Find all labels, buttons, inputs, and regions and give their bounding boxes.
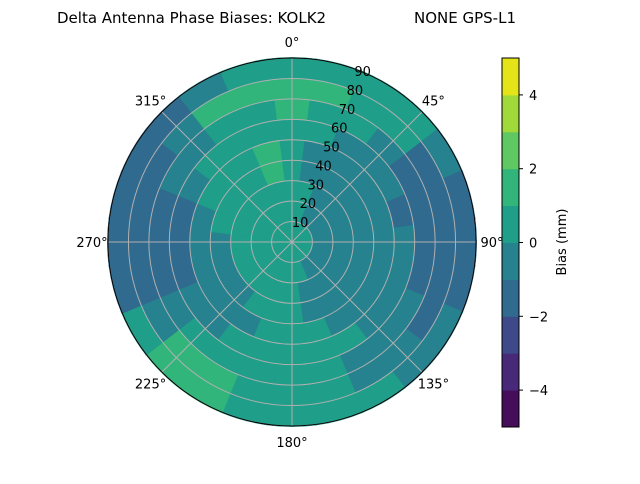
chart-title-left: Delta Antenna Phase Biases: KOLK2 <box>57 9 326 27</box>
polar-grid <box>107 57 477 427</box>
colorbar-segment <box>502 205 519 243</box>
colorbar-label: Bias (mm) <box>555 209 570 276</box>
radial-tick-label: 40 <box>315 159 332 174</box>
radial-tick-label: 70 <box>339 103 356 118</box>
radial-tick-label: 30 <box>307 178 324 193</box>
angular-tick-label: 90° <box>480 236 503 251</box>
radial-tick-label: 60 <box>331 122 348 137</box>
colorbar-segment <box>502 58 519 96</box>
angular-tick-label: 270° <box>76 236 107 251</box>
angular-gridline <box>161 111 423 373</box>
colorbar-tick-label: −2 <box>529 310 548 325</box>
radial-tick-label: 80 <box>347 84 364 99</box>
colorbar-segment <box>502 168 519 207</box>
colorbar-segment <box>502 131 519 170</box>
radial-tick-label: 20 <box>300 197 317 212</box>
colorbar-tick-label: 2 <box>529 163 537 178</box>
colorbar-segment <box>502 316 519 354</box>
contour-cells <box>107 57 477 427</box>
radial-ticks: 10 20 30 40 50 60 70 80 90 <box>292 65 371 231</box>
polar-frame <box>107 57 477 427</box>
colorbar-tick-label: 0 <box>529 237 537 252</box>
chart-title-right: NONE GPS-L1 <box>414 9 516 27</box>
colorbar-segment <box>502 390 519 428</box>
angular-ticks: 0° 45° 90° 135° 180° 225° 270° 315° <box>76 36 503 451</box>
colorbar-segment <box>502 279 519 317</box>
colorbar-segment <box>502 353 519 391</box>
radial-tick-label: 50 <box>323 141 340 156</box>
colorbar-tick-label: 4 <box>529 89 537 104</box>
angular-tick-label: 180° <box>276 436 307 451</box>
radial-tick-label: 90 <box>354 65 371 80</box>
colorbar: −4 −2 0 2 4 <box>501 57 548 428</box>
radial-tick-label: 10 <box>292 216 309 231</box>
colorbar-segment <box>502 242 519 280</box>
angular-tick-label: 315° <box>135 95 166 110</box>
angular-tick-label: 135° <box>418 377 449 392</box>
angular-tick-label: 225° <box>135 377 166 392</box>
colorbar-segment <box>502 94 519 133</box>
colorbar-tick-label: −4 <box>529 384 548 399</box>
angular-tick-label: 45° <box>422 95 445 110</box>
angular-tick-label: 0° <box>285 36 300 51</box>
